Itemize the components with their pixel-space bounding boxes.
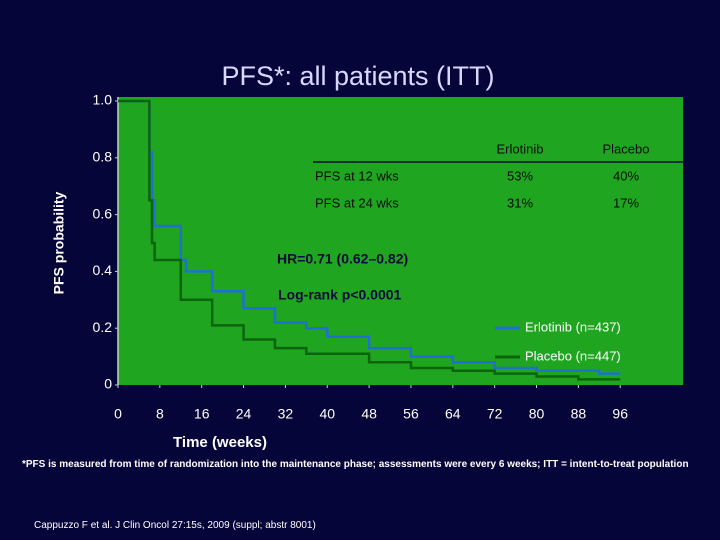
table-row-label: PFS at 12 wks bbox=[315, 168, 399, 183]
y-tick-label: 0.8 bbox=[93, 149, 113, 165]
x-tick-label: 64 bbox=[445, 406, 461, 422]
y-tick-label: 0.2 bbox=[93, 319, 113, 335]
chart-title: PFS*: all patients (ITT) bbox=[221, 61, 494, 91]
x-tick-label: 32 bbox=[278, 406, 294, 422]
y-tick-label: 0.6 bbox=[93, 205, 113, 221]
x-tick-label: 72 bbox=[487, 406, 503, 422]
y-tick-label: 0 bbox=[104, 376, 112, 392]
plot-area bbox=[118, 97, 683, 385]
table-header: Placebo bbox=[603, 141, 650, 156]
table-cell: 17% bbox=[613, 195, 639, 210]
table-cell: 40% bbox=[613, 168, 639, 183]
y-tick-label: 0.4 bbox=[93, 262, 113, 278]
table-header: Erlotinib bbox=[497, 141, 544, 156]
x-tick-label: 80 bbox=[529, 406, 545, 422]
citation: Cappuzzo F et al. J Clin Oncol 27:15s, 2… bbox=[34, 520, 316, 531]
table-cell: 53% bbox=[507, 168, 533, 183]
x-tick-label: 96 bbox=[612, 406, 628, 422]
x-tick-label: 24 bbox=[236, 406, 252, 422]
legend-label: Erlotinib (n=437) bbox=[525, 319, 621, 334]
y-tick-label: 1.0 bbox=[93, 92, 113, 108]
x-axis-label: Time (weeks) bbox=[173, 434, 267, 451]
x-tick-label: 48 bbox=[361, 406, 377, 422]
annotation: Log-rank p<0.0001 bbox=[278, 287, 402, 303]
km-curve bbox=[118, 99, 621, 375]
x-tick-label: 8 bbox=[156, 406, 164, 422]
x-tick-label: 0 bbox=[114, 406, 122, 422]
x-tick-label: 88 bbox=[571, 406, 587, 422]
annotation: HR=0.71 (0.62–0.82) bbox=[277, 251, 408, 267]
x-tick-label: 40 bbox=[319, 406, 335, 422]
legend-label: Placebo (n=447) bbox=[525, 348, 621, 363]
footnote: *PFS is measured from time of randomizat… bbox=[22, 459, 689, 470]
km-curve bbox=[118, 99, 621, 381]
table-cell: 31% bbox=[507, 195, 533, 210]
y-axis-label: PFS probability bbox=[51, 191, 67, 294]
table-row-label: PFS at 24 wks bbox=[315, 195, 399, 210]
x-tick-label: 56 bbox=[403, 406, 419, 422]
x-tick-label: 16 bbox=[194, 406, 210, 422]
